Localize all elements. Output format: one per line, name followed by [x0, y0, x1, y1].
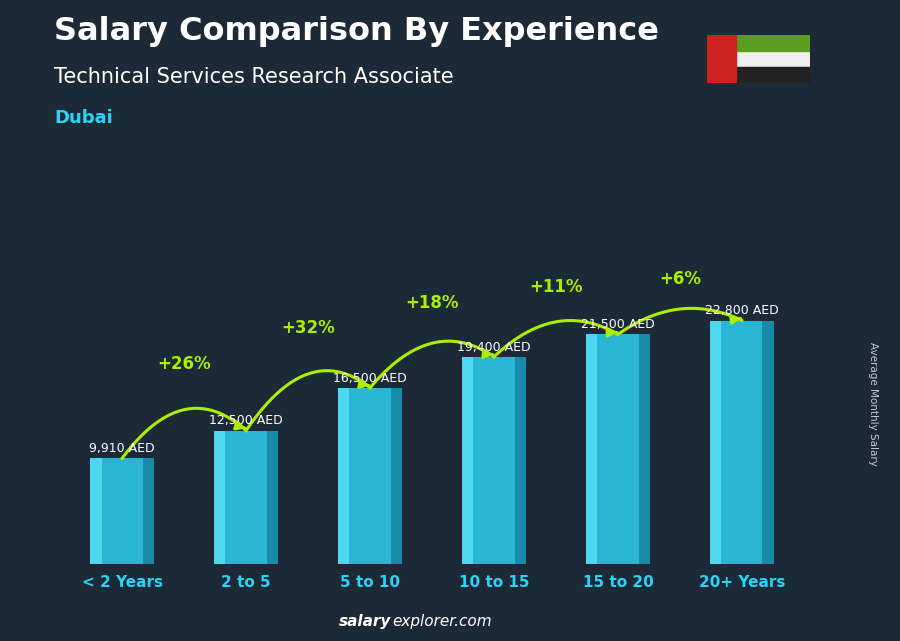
FancyBboxPatch shape	[214, 431, 226, 564]
Text: Average Monthly Salary: Average Monthly Salary	[868, 342, 878, 466]
FancyBboxPatch shape	[586, 335, 598, 564]
FancyBboxPatch shape	[515, 357, 526, 564]
Text: +32%: +32%	[281, 319, 335, 337]
FancyBboxPatch shape	[709, 320, 721, 564]
Bar	[586, 335, 650, 564]
Bar	[706, 35, 810, 51]
FancyBboxPatch shape	[638, 335, 650, 564]
Text: explorer.com: explorer.com	[392, 615, 492, 629]
Bar	[90, 458, 155, 564]
FancyBboxPatch shape	[90, 458, 102, 564]
FancyBboxPatch shape	[462, 357, 473, 564]
Bar	[706, 35, 736, 83]
FancyBboxPatch shape	[266, 431, 278, 564]
Text: Technical Services Research Associate: Technical Services Research Associate	[54, 67, 454, 87]
Text: salary: salary	[339, 615, 392, 629]
Bar	[706, 67, 810, 83]
Text: +11%: +11%	[529, 278, 582, 296]
Text: 22,800 AED: 22,800 AED	[705, 304, 778, 317]
Bar	[214, 431, 278, 564]
Text: 19,400 AED: 19,400 AED	[457, 340, 531, 354]
Bar	[709, 320, 774, 564]
Text: +26%: +26%	[158, 355, 211, 373]
Text: 16,500 AED: 16,500 AED	[333, 372, 407, 385]
FancyBboxPatch shape	[391, 388, 402, 564]
Text: +6%: +6%	[659, 271, 701, 288]
Text: 21,500 AED: 21,500 AED	[581, 318, 655, 331]
FancyBboxPatch shape	[338, 388, 349, 564]
Text: 9,910 AED: 9,910 AED	[89, 442, 155, 455]
Text: Salary Comparison By Experience: Salary Comparison By Experience	[54, 16, 659, 47]
Text: +18%: +18%	[405, 294, 459, 312]
Text: 12,500 AED: 12,500 AED	[209, 414, 283, 428]
Text: Dubai: Dubai	[54, 109, 112, 127]
Bar	[462, 357, 526, 564]
Bar	[338, 388, 402, 564]
FancyBboxPatch shape	[762, 320, 774, 564]
FancyBboxPatch shape	[143, 458, 155, 564]
